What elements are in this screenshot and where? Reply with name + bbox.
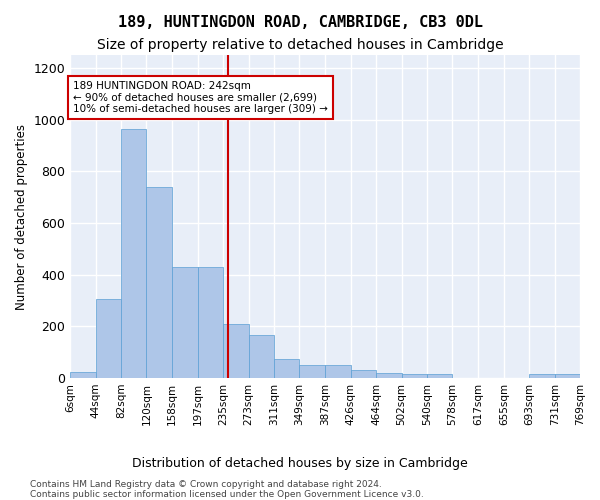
Text: 189, HUNTINGDON ROAD, CAMBRIDGE, CB3 0DL: 189, HUNTINGDON ROAD, CAMBRIDGE, CB3 0DL	[118, 15, 482, 30]
Text: Size of property relative to detached houses in Cambridge: Size of property relative to detached ho…	[97, 38, 503, 52]
Bar	[121, 128, 146, 378]
Text: Contains HM Land Registry data © Crown copyright and database right 2024.
Contai: Contains HM Land Registry data © Crown c…	[30, 480, 424, 500]
Bar	[198, 267, 223, 378]
Text: Distribution of detached houses by size in Cambridge: Distribution of detached houses by size …	[132, 458, 468, 470]
Bar	[554, 374, 580, 378]
Bar	[351, 370, 376, 378]
Bar	[95, 299, 121, 378]
Bar	[529, 374, 554, 378]
Y-axis label: Number of detached properties: Number of detached properties	[15, 124, 28, 310]
Bar	[274, 358, 299, 378]
Bar	[376, 373, 401, 378]
Bar	[223, 324, 248, 378]
Bar	[427, 374, 452, 378]
Bar	[70, 372, 95, 378]
Bar	[299, 365, 325, 378]
Bar	[401, 374, 427, 378]
Bar	[146, 187, 172, 378]
Bar	[172, 267, 198, 378]
Bar	[325, 365, 351, 378]
Bar	[248, 336, 274, 378]
Text: 189 HUNTINGDON ROAD: 242sqm
← 90% of detached houses are smaller (2,699)
10% of : 189 HUNTINGDON ROAD: 242sqm ← 90% of det…	[73, 81, 328, 114]
